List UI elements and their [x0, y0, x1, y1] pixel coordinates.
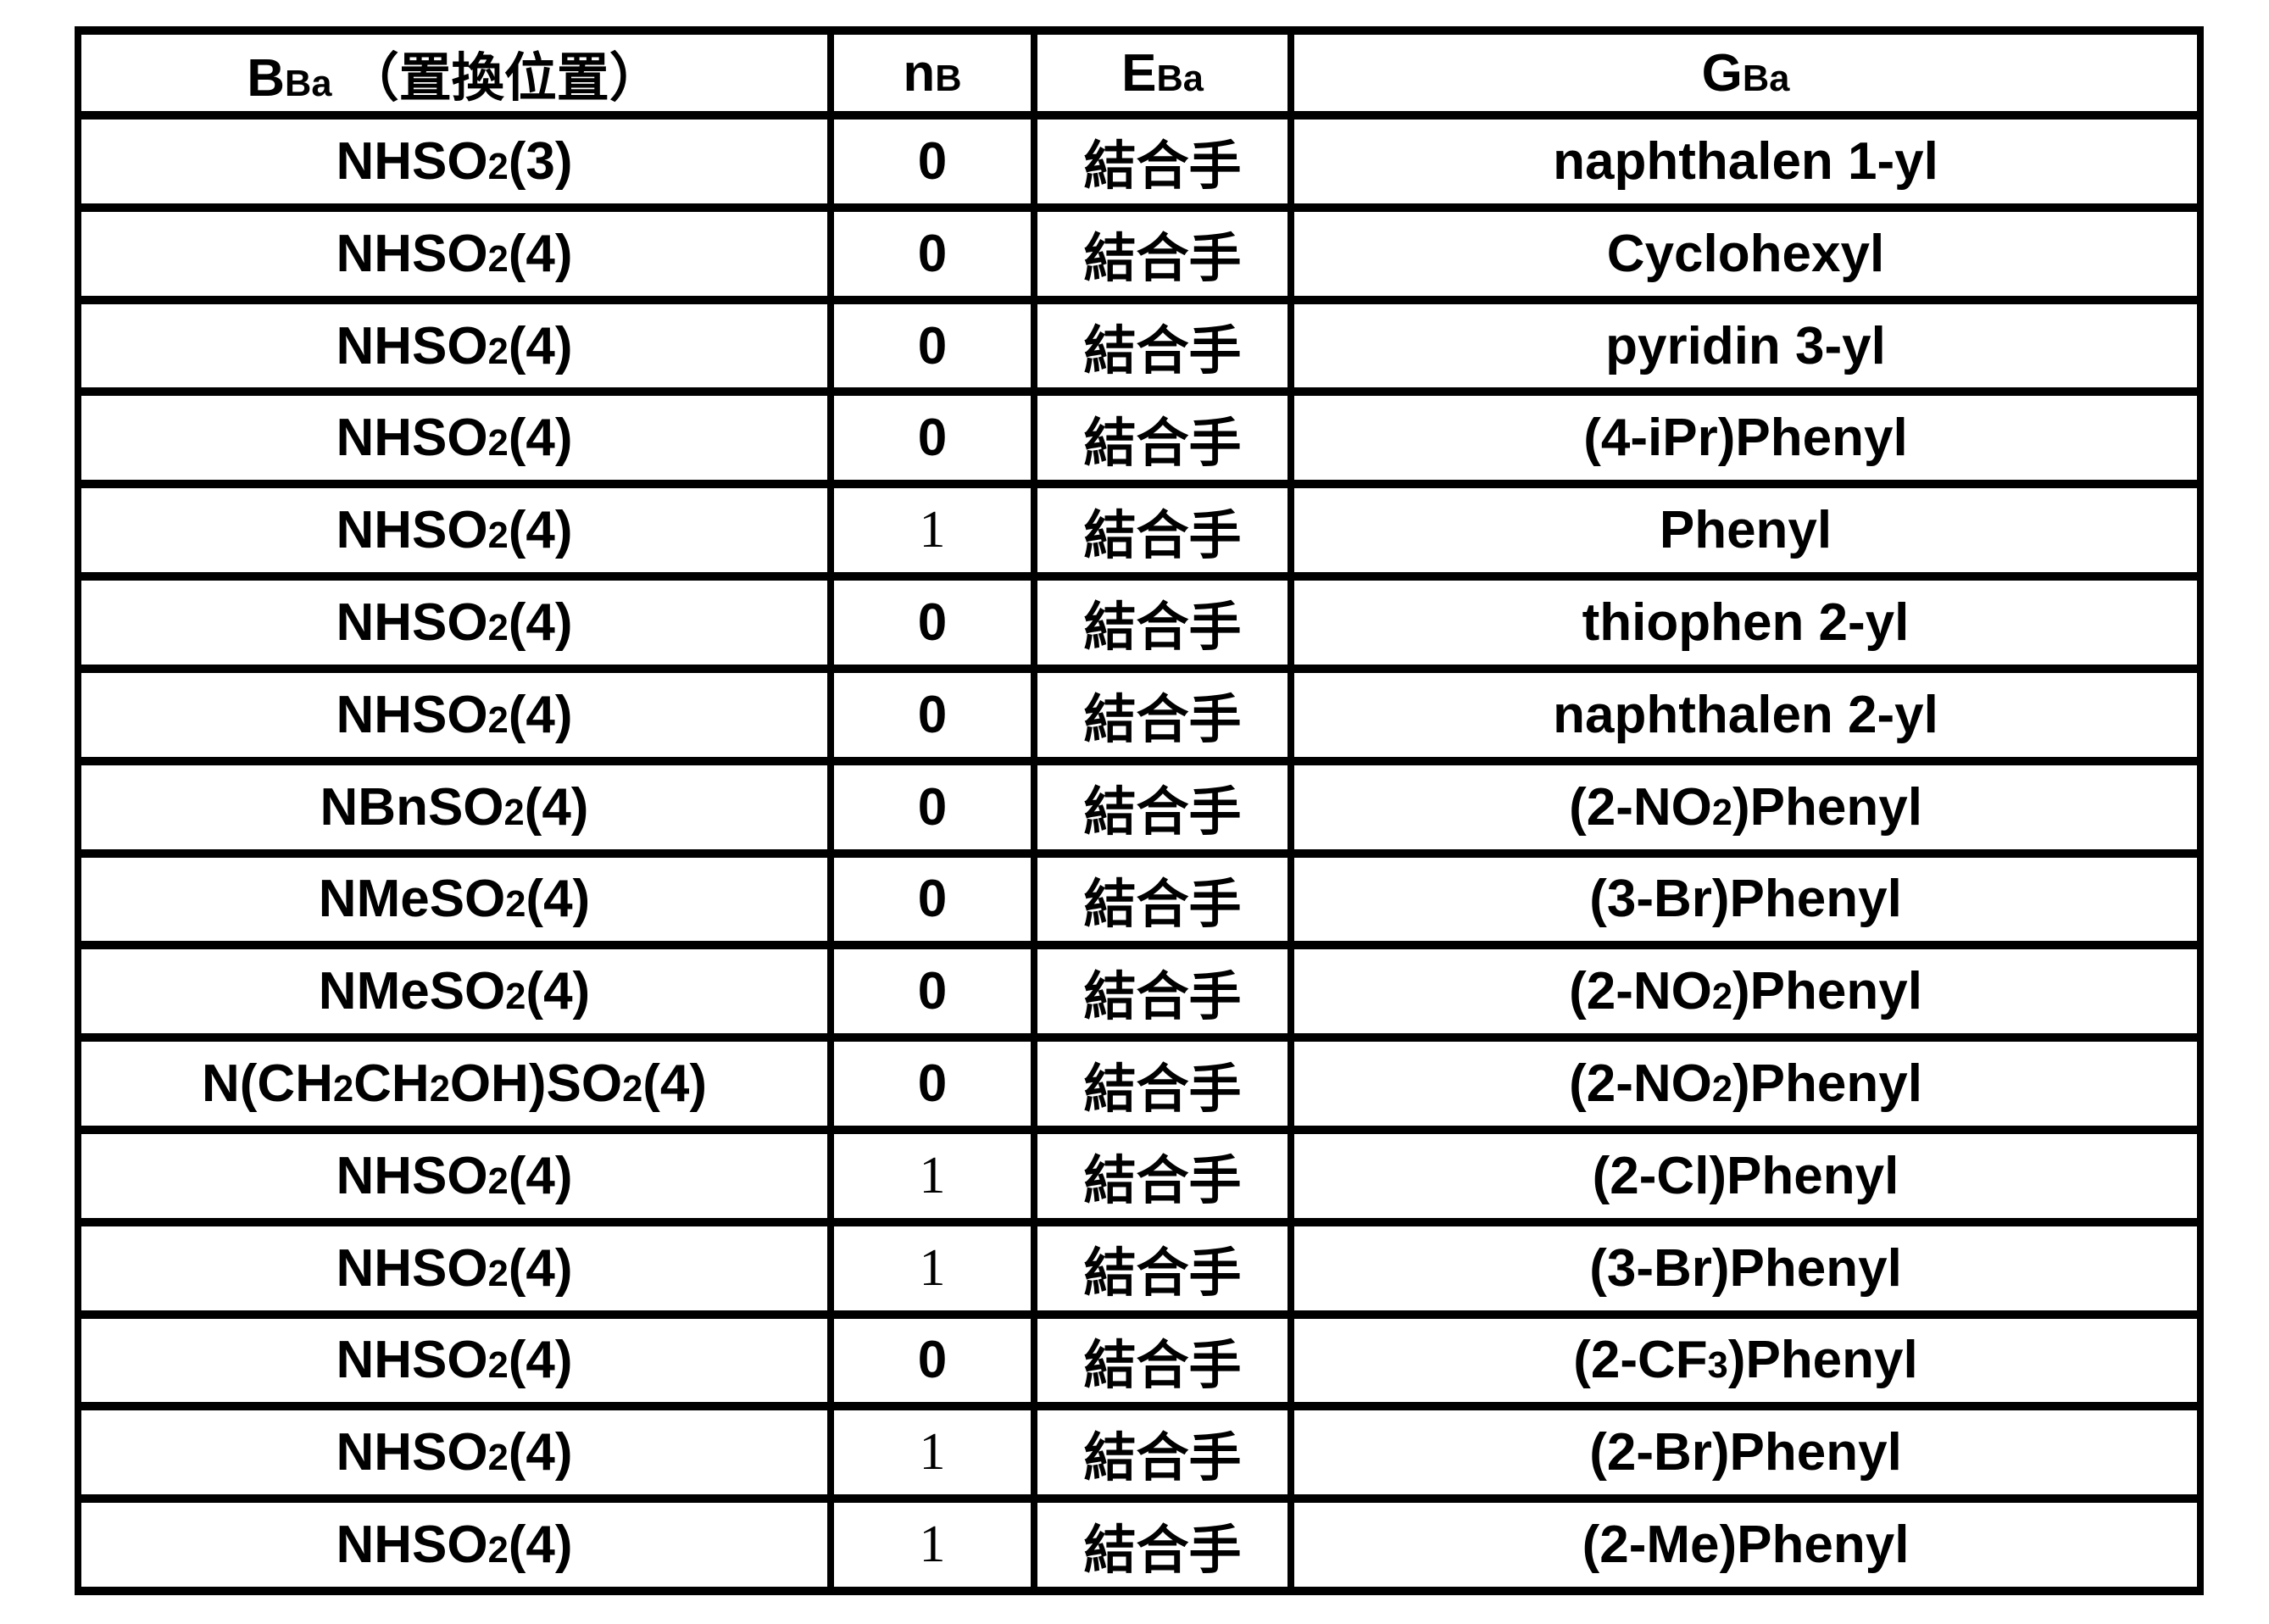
cell-substituent: NHSO2(4): [75, 295, 834, 397]
cell-g-group: (2-Br)Phenyl: [1287, 1402, 2204, 1504]
column-header-g: GBa: [1287, 26, 2204, 120]
table-row: NHSO2(4) 1 結合手 Phenyl: [75, 480, 2204, 581]
cell-g-group: (2-Cl)Phenyl: [1287, 1125, 2204, 1226]
cell-substituent: NHSO2(4): [75, 1402, 834, 1504]
table-row: NHSO2(4) 0 結合手 naphthalen 2-yl: [75, 664, 2204, 765]
cell-substituent: NHSO2(4): [75, 1217, 834, 1319]
cell-substituent: N(CH2CH2OH)SO2(4): [75, 1033, 834, 1134]
cell-n-value: 0: [827, 664, 1037, 765]
substituent-table: BBa （置換位置） nB EBa GBa NHSO2(3) 0 結合手 naphth…: [75, 26, 2204, 1595]
table-row: NHSO2(4) 0 結合手 (2-CF3)Phenyl: [75, 1310, 2204, 1411]
cell-n-value: 1: [827, 1125, 1037, 1226]
cell-e-bond: 結合手: [1031, 1217, 1294, 1319]
column-header-e: EBa: [1031, 26, 1294, 120]
cell-e-bond: 結合手: [1031, 295, 1294, 397]
header-row: BBa （置換位置） nB EBa GBa: [75, 26, 2204, 120]
cell-g-group: (4-iPr)Phenyl: [1287, 387, 2204, 489]
cell-n-value: 1: [827, 1402, 1037, 1504]
cell-g-group: (2-NO2)Phenyl: [1287, 1033, 2204, 1134]
cell-g-group: thiophen 2-yl: [1287, 572, 2204, 673]
cell-g-group: (2-Me)Phenyl: [1287, 1494, 2204, 1595]
cell-n-value: 0: [827, 756, 1037, 858]
table-header: BBa （置換位置） nB EBa GBa: [75, 26, 2204, 120]
table-row: NHSO2(3) 0 結合手 naphthalen 1-yl: [75, 111, 2204, 212]
cell-n-value: 0: [827, 1033, 1037, 1134]
cell-e-bond: 結合手: [1031, 664, 1294, 765]
cell-substituent: NHSO2(4): [75, 1310, 834, 1411]
cell-g-group: Phenyl: [1287, 480, 2204, 581]
cell-n-value: 0: [827, 203, 1037, 304]
cell-g-group: naphthalen 1-yl: [1287, 111, 2204, 212]
table-body: NHSO2(3) 0 結合手 naphthalen 1-yl NHSO2(4) 0 結合手 C…: [75, 111, 2204, 1595]
column-header-b-substituent-position: BBa （置換位置）: [75, 26, 834, 120]
cell-n-value: 0: [827, 295, 1037, 397]
cell-substituent: NMeSO2(4): [75, 848, 834, 950]
cell-e-bond: 結合手: [1031, 1310, 1294, 1411]
cell-e-bond: 結合手: [1031, 756, 1294, 858]
cell-e-bond: 結合手: [1031, 1494, 1294, 1595]
cell-n-value: 0: [827, 1310, 1037, 1411]
cell-e-bond: 結合手: [1031, 111, 1294, 212]
table-row: NHSO2(4) 0 結合手 pyridin 3-yl: [75, 295, 2204, 397]
table-row: NHSO2(4) 1 結合手 (2-Br)Phenyl: [75, 1402, 2204, 1504]
cell-n-value: 1: [827, 1494, 1037, 1595]
cell-g-group: Cyclohexyl: [1287, 203, 2204, 304]
cell-e-bond: 結合手: [1031, 848, 1294, 950]
cell-n-value: 0: [827, 111, 1037, 212]
table-row: NHSO2(4) 0 結合手 (4-iPr)Phenyl: [75, 387, 2204, 489]
table-row: N(CH2CH2OH)SO2(4) 0 結合手 (2-NO2)Phenyl: [75, 1033, 2204, 1134]
cell-substituent: NHSO2(4): [75, 572, 834, 673]
cell-e-bond: 結合手: [1031, 572, 1294, 673]
cell-n-value: 0: [827, 572, 1037, 673]
table-row: NMeSO2(4) 0 結合手 (3-Br)Phenyl: [75, 848, 2204, 950]
cell-substituent: NBnSO2(4): [75, 756, 834, 858]
cell-n-value: 0: [827, 848, 1037, 950]
cell-e-bond: 結合手: [1031, 1033, 1294, 1134]
cell-n-value: 1: [827, 1217, 1037, 1319]
cell-g-group: (2-CF3)Phenyl: [1287, 1310, 2204, 1411]
cell-g-group: (2-NO2)Phenyl: [1287, 941, 2204, 1043]
cell-substituent: NHSO2(4): [75, 203, 834, 304]
cell-g-group: (2-NO2)Phenyl: [1287, 756, 2204, 858]
cell-n-value: 0: [827, 387, 1037, 489]
table-row: NMeSO2(4) 0 結合手 (2-NO2)Phenyl: [75, 941, 2204, 1043]
cell-e-bond: 結合手: [1031, 203, 1294, 304]
cell-substituent: NHSO2(4): [75, 480, 834, 581]
cell-g-group: (3-Br)Phenyl: [1287, 1217, 2204, 1319]
cell-g-group: (3-Br)Phenyl: [1287, 848, 2204, 950]
table-row: NBnSO2(4) 0 結合手 (2-NO2)Phenyl: [75, 756, 2204, 858]
cell-n-value: 0: [827, 941, 1037, 1043]
cell-e-bond: 結合手: [1031, 387, 1294, 489]
cell-g-group: pyridin 3-yl: [1287, 295, 2204, 397]
table-row: NHSO2(4) 1 結合手 (2-Me)Phenyl: [75, 1494, 2204, 1595]
cell-substituent: NHSO2(4): [75, 387, 834, 489]
cell-e-bond: 結合手: [1031, 480, 1294, 581]
cell-substituent: NHSO2(4): [75, 1494, 834, 1595]
table-row: NHSO2(4) 0 結合手 thiophen 2-yl: [75, 572, 2204, 673]
cell-substituent: NHSO2(4): [75, 664, 834, 765]
table-row: NHSO2(4) 0 結合手 Cyclohexyl: [75, 203, 2204, 304]
cell-e-bond: 結合手: [1031, 941, 1294, 1043]
cell-substituent: NMeSO2(4): [75, 941, 834, 1043]
column-header-n: nB: [827, 26, 1037, 120]
table-row: NHSO2(4) 1 結合手 (3-Br)Phenyl: [75, 1217, 2204, 1319]
cell-e-bond: 結合手: [1031, 1402, 1294, 1504]
cell-substituent: NHSO2(4): [75, 1125, 834, 1226]
table-row: NHSO2(4) 1 結合手 (2-Cl)Phenyl: [75, 1125, 2204, 1226]
cell-g-group: naphthalen 2-yl: [1287, 664, 2204, 765]
cell-e-bond: 結合手: [1031, 1125, 1294, 1226]
cell-n-value: 1: [827, 480, 1037, 581]
cell-substituent: NHSO2(3): [75, 111, 834, 212]
